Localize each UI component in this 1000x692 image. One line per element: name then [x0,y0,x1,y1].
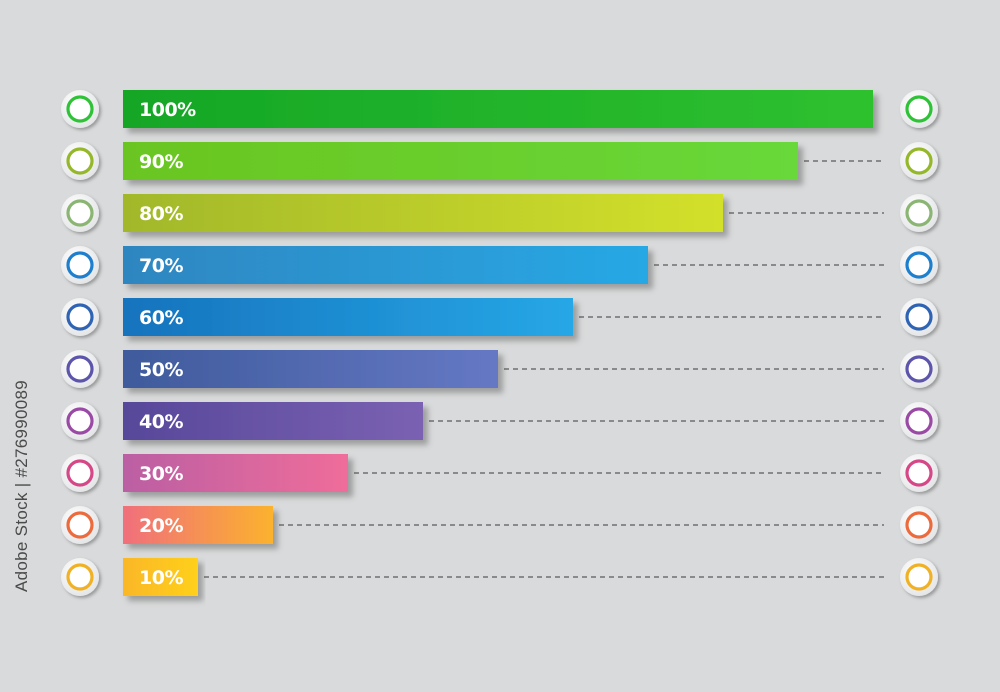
right-marker-60-ring [905,303,933,331]
right-marker-90-core [908,150,930,172]
left-marker-50 [61,350,99,388]
left-marker-40-core [69,410,91,432]
bar-label-80: 80% [139,203,183,225]
left-marker-20-ring [66,511,94,539]
right-marker-100-ring [905,95,933,123]
bar-10 [123,558,198,596]
right-marker-30 [900,454,938,492]
left-marker-90 [61,142,99,180]
left-marker-50-ring [66,355,94,383]
left-marker-70-core [69,254,91,276]
bar-90 [123,142,798,180]
right-marker-80 [900,194,938,232]
left-marker-20 [61,506,99,544]
left-marker-40-ring [66,407,94,435]
right-marker-10-ring [905,563,933,591]
left-marker-80 [61,194,99,232]
right-marker-90 [900,142,938,180]
right-marker-70-core [908,254,930,276]
bars-group: 100% 90% 80% 70% 60% 50% 40% 30% 20% 10% [123,90,873,596]
right-marker-70-ring [905,251,933,279]
right-marker-100-core [908,98,930,120]
left-marker-70 [61,246,99,284]
bar-label-100: 100% [139,99,196,121]
left-marker-30-core [69,462,91,484]
left-marker-100-ring [66,95,94,123]
left-marker-30 [61,454,99,492]
right-marker-20 [900,506,938,544]
left-marker-10-core [69,566,91,588]
right-marker-20-core [908,514,930,536]
bar-40 [123,402,423,440]
left-marker-40 [61,402,99,440]
left-marker-100 [61,90,99,128]
right-marker-80-core [908,202,930,224]
right-marker-50-core [908,358,930,380]
left-marker-60-ring [66,303,94,331]
left-marker-100-core [69,98,91,120]
left-marker-70-ring [66,251,94,279]
leader-lines [204,160,884,578]
left-marker-50-core [69,358,91,380]
right-marker-40 [900,402,938,440]
right-marker-30-core [908,462,930,484]
left-marker-30-ring [66,459,94,487]
right-marker-40-ring [905,407,933,435]
right-marker-90-ring [905,147,933,175]
bar-label-20: 20% [139,515,183,537]
left-marker-10 [61,558,99,596]
right-marker-60 [900,298,938,336]
bar-label-30: 30% [139,463,183,485]
bar-60 [123,298,573,336]
bar-70 [123,246,648,284]
bar-30 [123,454,348,492]
left-marker-20-core [69,514,91,536]
bar-label-50: 50% [139,359,183,381]
bar-50 [123,350,498,388]
right-marker-20-ring [905,511,933,539]
bar-label-40: 40% [139,411,183,433]
right-marker-80-ring [905,199,933,227]
right-marker-30-ring [905,459,933,487]
bar-label-90: 90% [139,151,183,173]
left-marker-90-core [69,150,91,172]
left-marker-60-core [69,306,91,328]
right-marker-60-core [908,306,930,328]
left-marker-10-ring [66,563,94,591]
left-marker-80-ring [66,199,94,227]
bar-20 [123,506,273,544]
right-marker-10 [900,558,938,596]
bar-80 [123,194,723,232]
markers-group [61,90,938,596]
bar-label-70: 70% [139,255,183,277]
left-marker-60 [61,298,99,336]
stock-id-text: Adobe Stock | #276990089 [12,379,31,592]
right-marker-100 [900,90,938,128]
right-marker-40-core [908,410,930,432]
bar-label-60: 60% [139,307,183,329]
left-marker-80-core [69,202,91,224]
right-marker-50 [900,350,938,388]
bar-100 [123,90,873,128]
bar-label-10: 10% [139,567,183,589]
left-marker-90-ring [66,147,94,175]
right-marker-10-core [908,566,930,588]
right-marker-70 [900,246,938,284]
right-marker-50-ring [905,355,933,383]
